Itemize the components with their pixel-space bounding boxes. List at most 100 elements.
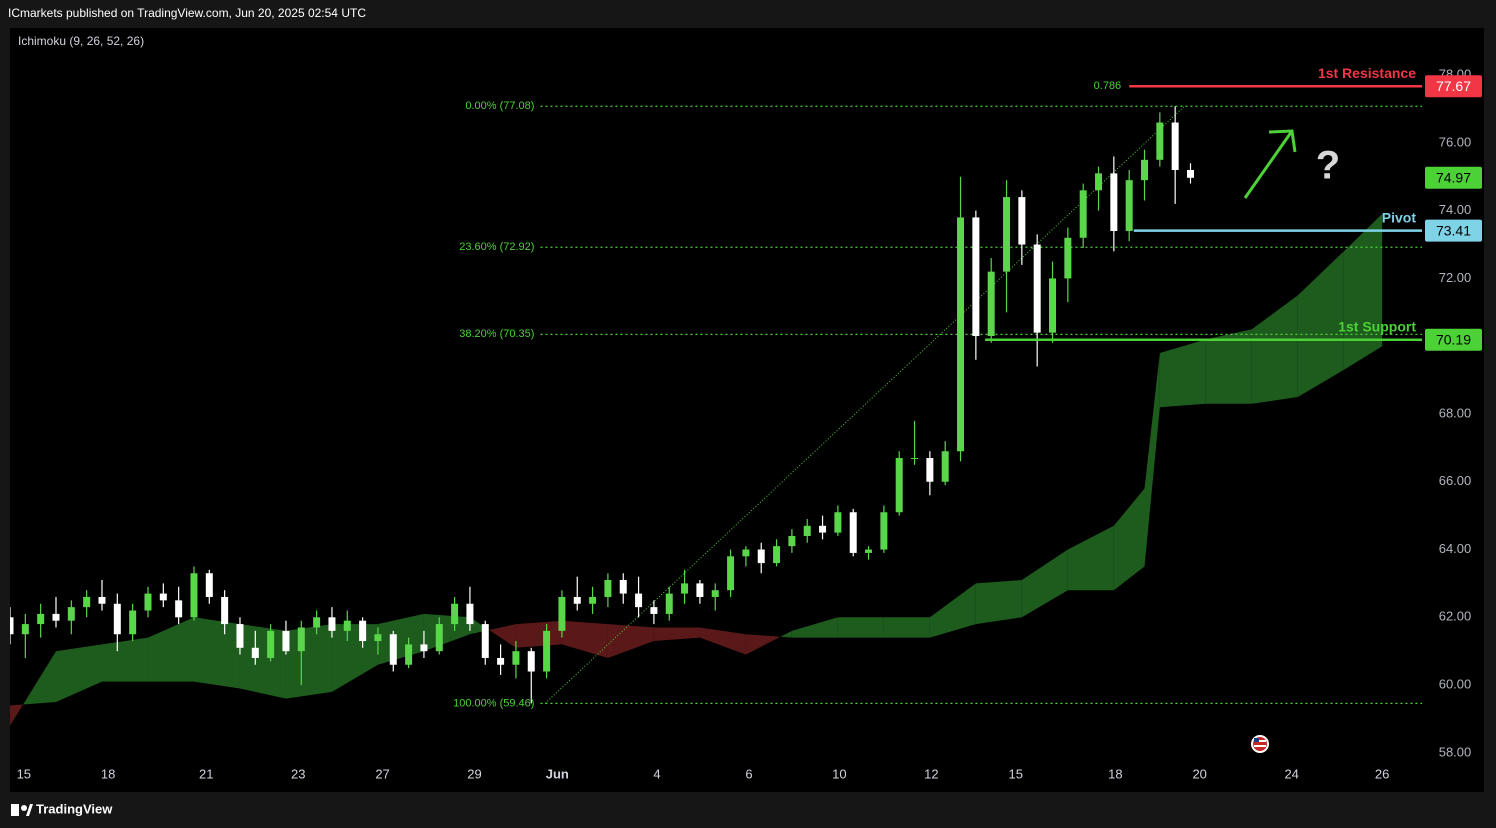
- flag-icon: [1251, 735, 1269, 753]
- cloud: [1297, 251, 1344, 398]
- candle-body: [1141, 159, 1149, 181]
- candle-body: [113, 603, 121, 635]
- price-tag-label: 77.67: [1436, 78, 1471, 94]
- cloud: [1159, 339, 1206, 408]
- candle-body: [773, 546, 781, 564]
- candle-body: [512, 651, 520, 665]
- candle-body: [359, 620, 367, 642]
- candle-body: [405, 644, 413, 665]
- cloud: [101, 637, 148, 682]
- cloud: [55, 644, 102, 703]
- cloud: [193, 617, 240, 689]
- candle-body: [1079, 190, 1087, 238]
- candle-body: [10, 617, 14, 635]
- candle-body: [481, 624, 489, 658]
- cloud: [10, 704, 24, 726]
- price-tag: [1425, 75, 1482, 98]
- candle-body: [681, 583, 689, 594]
- candle-body: [190, 573, 198, 618]
- candle-body: [451, 603, 459, 625]
- candle-body: [466, 603, 474, 625]
- cloud: [1205, 329, 1252, 404]
- candle-body: [895, 458, 903, 513]
- candle-body: [1018, 197, 1026, 245]
- candle-body: [957, 217, 965, 452]
- candle-body: [1049, 278, 1057, 333]
- candle-body: [389, 634, 397, 665]
- x-tick-label: 15: [1008, 766, 1022, 781]
- x-tick-label: 21: [199, 766, 213, 781]
- cloud: [975, 580, 1022, 625]
- x-tick-label: 10: [832, 766, 846, 781]
- candle-body: [803, 525, 811, 536]
- candle-body: [435, 624, 443, 652]
- candle-body: [328, 617, 336, 631]
- arrow: [1243, 129, 1297, 199]
- candle-body: [635, 593, 643, 608]
- candle-body: [129, 610, 137, 635]
- y-tick-label: 66.00: [1439, 473, 1472, 488]
- candle-body: [1186, 169, 1194, 178]
- candle-body: [267, 630, 275, 658]
- x-tick-label: 18: [1108, 766, 1122, 781]
- y-tick-label: 64.00: [1439, 541, 1472, 556]
- x-tick-label: 18: [101, 766, 115, 781]
- candle-body: [251, 647, 259, 658]
- candle-body: [865, 549, 873, 553]
- candle-body: [1156, 122, 1164, 160]
- brand-logo: [11, 804, 33, 816]
- candle-body: [911, 458, 919, 460]
- x-tick-label: Jun: [546, 766, 569, 781]
- cloud: [653, 627, 700, 642]
- candle-body: [558, 596, 566, 631]
- candle-body: [788, 535, 796, 547]
- candle-body: [1171, 122, 1179, 170]
- candle-body: [1125, 180, 1133, 231]
- y-tick-label: 68.00: [1439, 405, 1472, 420]
- candle-body: [987, 271, 995, 337]
- y-tick-label: 60.00: [1439, 677, 1472, 692]
- candle-body: [711, 590, 719, 597]
- candle-body: [696, 583, 704, 597]
- candle-body: [543, 630, 551, 672]
- x-tick-label: 6: [745, 766, 752, 781]
- cloud: [239, 624, 286, 699]
- cloud: [515, 620, 562, 648]
- candle-body: [880, 512, 888, 550]
- cloud: [791, 617, 838, 638]
- candle-body: [144, 593, 152, 611]
- y-tick-label: 62.00: [1439, 609, 1472, 624]
- candle-body: [972, 217, 980, 337]
- candle-body: [282, 630, 290, 652]
- cloud: [489, 624, 516, 648]
- candle-body: [527, 651, 535, 672]
- cloud: [1113, 488, 1145, 591]
- cloud: [780, 630, 792, 638]
- level-name: 1st Resistance: [1318, 65, 1416, 81]
- level-name: Pivot: [1382, 209, 1417, 225]
- x-tick-label: 24: [1284, 766, 1298, 781]
- cloud: [883, 617, 930, 638]
- cloud: [377, 613, 424, 665]
- x-tick-label: 15: [17, 766, 31, 781]
- x-tick-label: 12: [924, 766, 938, 781]
- x-tick-label: 29: [467, 766, 481, 781]
- level-note: 0.786: [1094, 80, 1122, 92]
- candle-body: [420, 644, 428, 652]
- candle-body: [21, 624, 29, 635]
- fib-label: 38.20% (70.35): [459, 328, 534, 340]
- cloud: [561, 620, 608, 658]
- candle-body: [52, 613, 60, 621]
- candle-body: [742, 549, 750, 557]
- candle-body: [205, 573, 213, 597]
- candle-body: [374, 634, 382, 642]
- annotation: ?: [1316, 144, 1340, 188]
- candle-body: [37, 613, 45, 625]
- cloud: [607, 624, 654, 658]
- x-tick-label: 26: [1375, 766, 1389, 781]
- candle-body: [650, 607, 658, 614]
- candle-body: [604, 580, 612, 597]
- fib-label: 100.00% (59.46): [453, 697, 534, 709]
